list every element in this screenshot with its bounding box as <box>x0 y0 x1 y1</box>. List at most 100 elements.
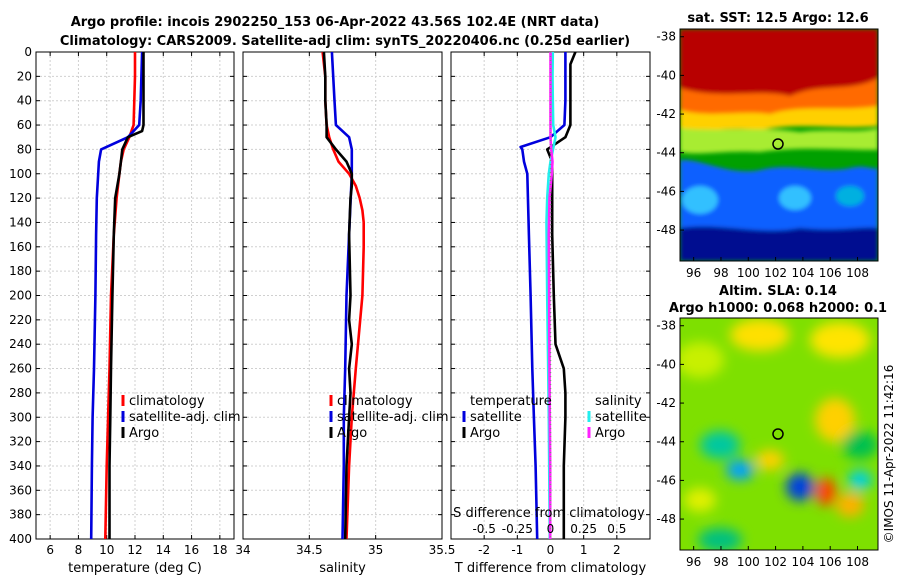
legend-t-argo: Argo <box>470 426 500 441</box>
map-x-tick-label: 104 <box>791 266 814 280</box>
map-x-tick-label: 100 <box>737 266 760 280</box>
x-axis-label: T difference from climatology <box>454 561 647 576</box>
map-x-tick-label: 100 <box>737 555 760 569</box>
legend-s-satellite: satellite <box>595 410 647 425</box>
legend-satellite-adj: satellite-adj. clim <box>129 410 241 425</box>
x-tick-label: 35 <box>368 543 383 557</box>
legend-argo: Argo <box>337 426 367 441</box>
x-tick-label: 12 <box>127 543 142 557</box>
map-y-tick-label: -44 <box>656 146 676 160</box>
legend-t-satellite: satellite <box>470 410 522 425</box>
s-diff-tick-label: 0 <box>547 522 555 536</box>
map-y-tick-label: -46 <box>656 473 676 487</box>
temperature-panel: 6 8 10 12 14 16 180204060801001201401601802002… <box>9 45 235 576</box>
difference-legend: temperature satellite Argo salinity sate… <box>462 394 647 441</box>
x-tick-label: -1 <box>511 543 523 557</box>
y-tick-label: 120 <box>9 191 32 205</box>
sla-map-title-line2: Argo h1000: 0.068 h2000: 0.1 <box>669 301 887 316</box>
map-x-tick-label: 108 <box>846 266 869 280</box>
sla-map <box>680 318 878 550</box>
map-y-tick-label: -42 <box>656 396 676 410</box>
legend-argo: Argo <box>129 426 159 441</box>
series-line-satellite-adj-clim <box>89 51 144 540</box>
temperature-legend: climatology satellite-adj. clim Argo <box>121 394 241 441</box>
x-tick-label: 2 <box>613 543 621 557</box>
map-y-tick-label: -44 <box>656 435 676 449</box>
sla-map-frame <box>679 317 879 551</box>
figure-title-line1: Argo profile: incois 2902250_153 06-Apr-… <box>71 15 600 30</box>
y-tick-label: 180 <box>9 264 32 278</box>
map-y-tick-label: -40 <box>656 68 676 82</box>
x-tick-label: 14 <box>156 543 171 557</box>
map-x-tick-label: 106 <box>819 555 842 569</box>
x-tick-label: -2 <box>478 543 490 557</box>
y-tick-label: 380 <box>9 508 32 522</box>
difference-panel: -2 -1 0 1 2 T difference from climatology <box>450 51 651 576</box>
x-tick-label: 16 <box>184 543 199 557</box>
sst-green-band <box>680 128 878 154</box>
argo-position-marker <box>772 138 784 150</box>
map-y-tick-label: -42 <box>656 107 676 121</box>
sla-map-title-line1: Altim. SLA: 0.14 <box>719 284 837 299</box>
s-diff-tick-label: -0.5 <box>472 522 495 536</box>
y-tick-label: 260 <box>9 362 32 376</box>
timestamp: ©IMOS 11-Apr-2022 11:42:16 <box>882 365 896 544</box>
map-x-tick-label: 104 <box>791 555 814 569</box>
s-diff-tick-label: -0.25 <box>502 522 533 536</box>
legend-climatology: climatology <box>337 394 413 409</box>
y-tick-label: 40 <box>17 94 32 108</box>
map-x-tick-label: 98 <box>713 555 728 569</box>
y-tick-label: 400 <box>9 532 32 546</box>
x-tick-label: 18 <box>212 543 227 557</box>
y-tick-label: 160 <box>9 240 32 254</box>
s-diff-tick-label: 0.25 <box>570 522 597 536</box>
s-difference-label: S difference from climatology <box>453 506 645 521</box>
x-tick-label: 0 <box>547 543 555 557</box>
map-y-tick-label: -38 <box>656 30 676 44</box>
map-x-tick-label: 98 <box>713 266 728 280</box>
legend-satellite-adj: satellite-adj. clim <box>337 410 449 425</box>
map-x-tick-label: 108 <box>846 555 869 569</box>
x-tick-label: 10 <box>99 543 114 557</box>
legend-climatology: climatology <box>129 394 205 409</box>
y-tick-label: 200 <box>9 289 32 303</box>
map-x-tick-label: 106 <box>819 266 842 280</box>
series-line-argo <box>108 52 145 539</box>
map-x-tick-label: 96 <box>686 555 701 569</box>
map-y-tick-label: -48 <box>656 512 676 526</box>
sst-orange-band <box>680 78 878 116</box>
x-tick-label: 8 <box>75 543 83 557</box>
series-line-t-satellite <box>519 52 567 540</box>
s-diff-tick-label: 0.5 <box>607 522 626 536</box>
sst-dark-band <box>680 226 878 261</box>
y-tick-label: 0 <box>24 45 32 59</box>
x-tick-label: 35.5 <box>429 543 456 557</box>
x-tick-label: 6 <box>46 543 54 557</box>
map-y-tick-label: -46 <box>656 184 676 198</box>
x-axis-label: salinity <box>319 561 366 576</box>
map-x-tick-label: 96 <box>686 266 701 280</box>
map-y-tick-label: -38 <box>656 319 676 333</box>
figure-title-line2: Climatology: CARS2009. Satellite-adj cli… <box>60 34 630 49</box>
y-tick-label: 220 <box>9 313 32 327</box>
y-tick-label: 340 <box>9 459 32 473</box>
y-tick-label: 320 <box>9 435 32 449</box>
y-tick-label: 240 <box>9 337 32 351</box>
y-tick-label: 60 <box>17 118 32 132</box>
series-line-t-argo <box>545 51 577 539</box>
sst-map-frame <box>679 28 879 262</box>
x-tick-label: 34.5 <box>296 543 323 557</box>
y-tick-label: 360 <box>9 483 32 497</box>
map-y-tick-label: -40 <box>656 357 676 371</box>
sst-map <box>680 29 878 261</box>
x-tick-label: 34 <box>235 543 250 557</box>
salinity-panel: 34 34.5 35 35.5 salinity <box>235 51 456 576</box>
sst-yellow-band <box>680 106 878 132</box>
argo-position-marker <box>772 428 784 440</box>
s-difference-ticks: -0.5 -0.25 0 0.25 0.5 <box>472 522 626 536</box>
legend-salinity-header: salinity <box>595 394 642 409</box>
y-tick-label: 300 <box>9 410 32 424</box>
sst-warm-band <box>680 29 878 98</box>
y-tick-label: 140 <box>9 215 32 229</box>
